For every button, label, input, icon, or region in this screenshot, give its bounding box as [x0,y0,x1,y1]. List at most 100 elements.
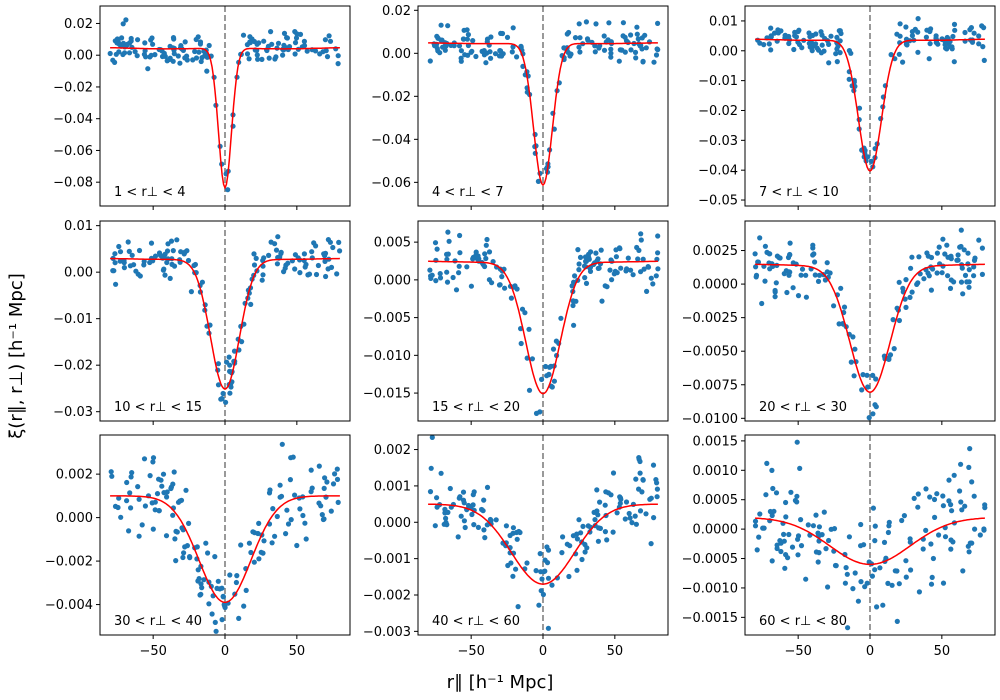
data-point [512,283,518,289]
data-point [558,315,564,321]
data-point [161,490,167,496]
panel-range-label: 10 < r⊥ < 15 [114,400,202,415]
data-point [280,52,286,58]
data-point [441,521,447,527]
fit-curve [110,495,340,604]
data-point [795,293,802,299]
data-point [860,372,866,378]
data-point [269,540,275,546]
data-point [769,467,775,473]
data-point [322,37,328,43]
data-point [199,585,205,591]
data-point [885,529,892,536]
data-point [438,22,444,28]
data-point [903,277,909,283]
data-point [444,251,450,257]
y-axis-title: ξ(r∥, r⊥) [h⁻¹ Mpc] [6,273,27,438]
data-point [818,50,825,56]
data-point [273,247,280,253]
panel-5: 0.005 0.000 −0.005 −0.010 −0.015 15 < r⊥ < 20 [363,220,669,425]
data-point [248,549,254,556]
data-point [170,248,176,254]
data-point [437,271,443,277]
data-point [856,105,863,111]
data-point [139,522,145,528]
data-point [907,294,913,300]
data-point [147,259,153,266]
data-point [634,31,640,37]
data-point [443,43,449,49]
data-point [753,274,759,280]
data-point [567,543,573,549]
data-point [163,533,170,539]
data-point [499,274,505,280]
data-point [640,58,646,64]
data-point [971,264,977,270]
data-point [432,523,438,529]
data-point [457,250,463,256]
data-point [175,499,182,505]
data-point [655,233,661,239]
data-point [877,565,883,571]
data-point [834,59,840,65]
data-point [644,288,650,294]
data-point [812,272,818,278]
data-point [287,477,293,483]
data-point [261,38,267,44]
data-point [624,266,630,272]
data-point [960,291,966,297]
data-point [896,581,902,587]
data-point [112,251,118,257]
data-point [790,285,796,291]
plot-area [427,435,661,635]
data-point [320,516,326,523]
data-point [595,512,601,518]
data-point [852,346,858,352]
y-tick-label: 0.001 [374,479,411,494]
data-point [602,283,608,289]
data-point [564,31,570,37]
data-point [896,51,902,57]
data-point [473,53,479,60]
data-point [488,55,494,61]
y-tick-label: 0.0015 [693,434,739,449]
data-point [886,356,892,362]
data-point [809,48,815,54]
panel-8: 0.002 0.001 0.000 −0.001 −0.002 −0.003 −50 0 50 4… [363,434,669,659]
data-point [827,270,833,276]
data-point [284,35,290,41]
data-point [538,588,544,594]
data-point [580,523,586,530]
data-point [281,30,288,36]
data-point [787,240,793,246]
panel-range-label: 1 < r⊥ < 4 [114,185,186,200]
data-point [967,446,973,452]
data-point [841,304,848,310]
data-point [432,240,439,246]
data-point [959,265,965,271]
data-point [142,48,148,54]
data-point [549,582,555,588]
data-point [518,340,524,347]
data-point [950,33,956,40]
data-point [650,462,657,468]
data-point [815,278,822,284]
x-tick-label: 0 [539,644,547,659]
data-point [611,271,617,277]
data-point [608,257,614,263]
data-point [503,523,509,529]
data-point [769,512,775,519]
data-point [927,494,933,500]
data-point [457,494,463,500]
data-point [638,237,644,243]
data-point [643,511,649,517]
data-point [461,500,467,506]
data-point [846,534,853,540]
data-point [582,254,589,260]
data-point [752,523,759,529]
panel-range-label: 60 < r⊥ < 80 [759,614,847,629]
data-point [483,255,489,262]
data-point [279,441,285,447]
data-point [135,37,141,43]
data-point [815,559,821,565]
